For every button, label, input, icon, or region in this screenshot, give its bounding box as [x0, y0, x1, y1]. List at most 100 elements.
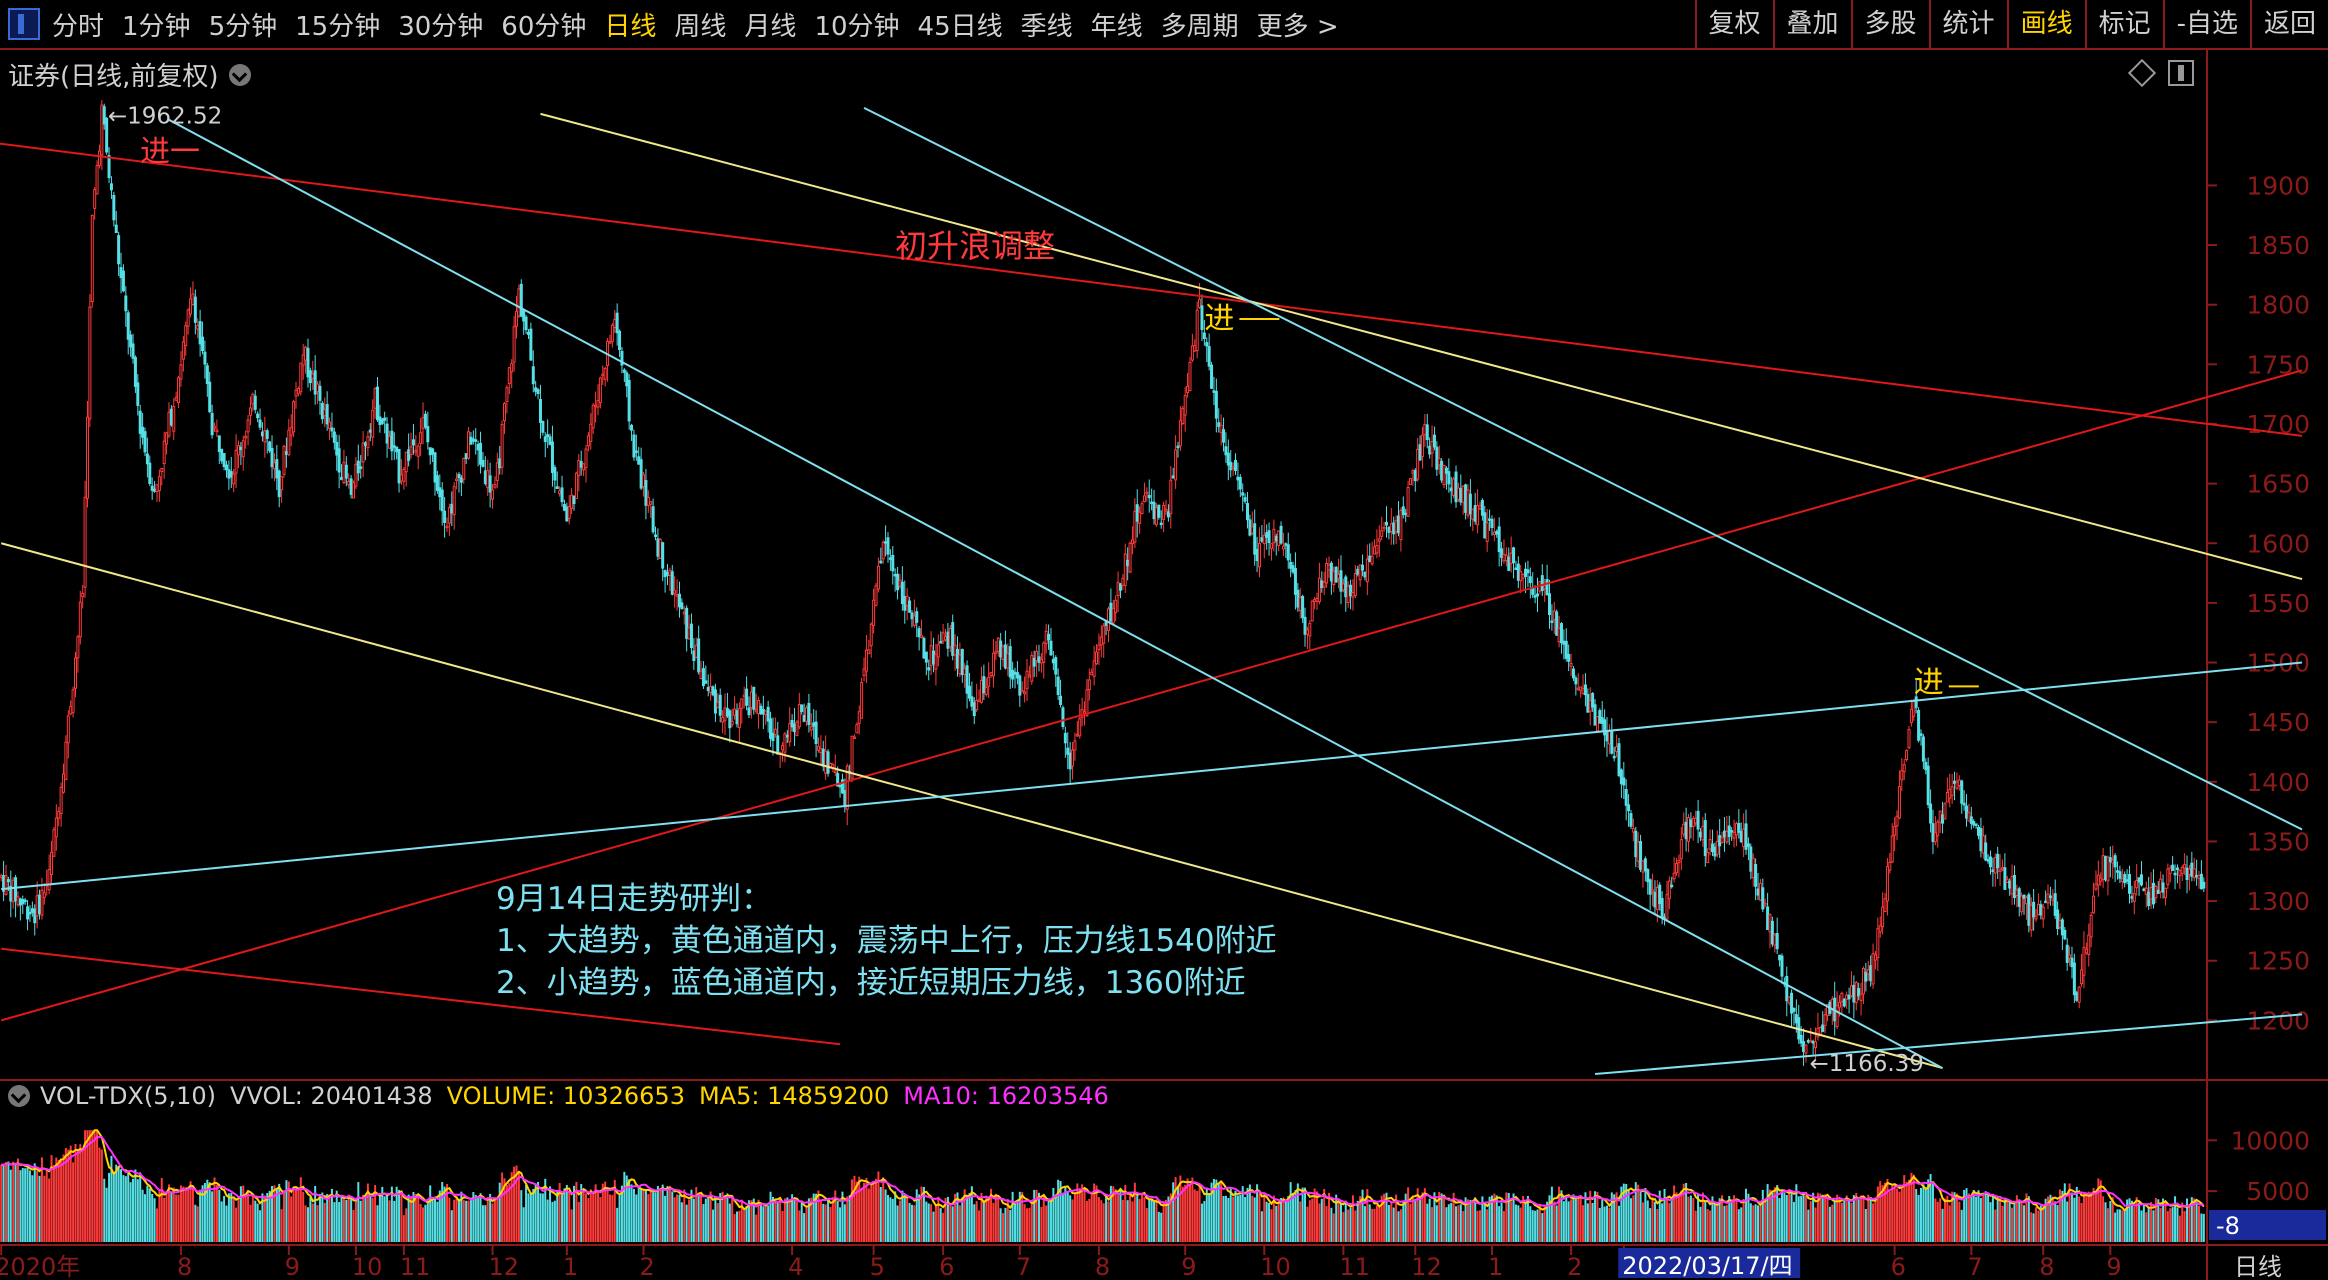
chart-title: 证券(日线,前复权) — [8, 62, 219, 92]
candle-body — [1006, 652, 1010, 669]
volume-bar — [1991, 1194, 1994, 1242]
volume-bar — [110, 1155, 113, 1242]
candle-body — [165, 432, 169, 445]
candle-body — [759, 705, 763, 715]
volume-bar — [932, 1211, 935, 1242]
volume-bar — [1723, 1205, 1726, 1242]
period-item[interactable]: 45日线 — [917, 11, 1003, 42]
volume-bar — [1759, 1205, 1762, 1242]
volume-bar — [244, 1194, 247, 1242]
volume-bar — [2164, 1202, 2167, 1242]
candle-body — [826, 751, 830, 774]
candle-body — [1454, 471, 1458, 503]
candle-body — [1308, 623, 1312, 637]
tool-button[interactable]: 标记 — [2084, 0, 2163, 48]
candle-body — [1768, 914, 1772, 933]
tool-button[interactable]: -自选 — [2162, 0, 2250, 48]
volume-bar — [1816, 1192, 1819, 1242]
volume-bar — [50, 1155, 53, 1242]
volume-bar — [2068, 1183, 2071, 1242]
candle-body — [682, 611, 686, 615]
candle-body — [632, 434, 636, 458]
period-item[interactable]: 15分钟 — [295, 11, 381, 42]
period-item[interactable]: 多周期 — [1160, 11, 1239, 42]
kline-chart[interactable]: 1200125013001350140014501500155016001650… — [0, 50, 2328, 1280]
volume-bar — [1850, 1202, 1853, 1242]
volume-bar — [419, 1203, 422, 1242]
candle-body — [824, 750, 828, 774]
volume-bar — [1996, 1197, 1999, 1242]
candle-body — [1962, 802, 1966, 806]
candle-body — [608, 341, 612, 344]
period-item[interactable]: 10分钟 — [814, 11, 900, 42]
volume-bar — [112, 1174, 115, 1242]
candle-body — [2048, 895, 2052, 898]
dropdown-icon[interactable] — [228, 63, 251, 86]
candle-body — [236, 445, 240, 456]
volume-bar — [2013, 1203, 2016, 1242]
candle-body — [452, 486, 456, 516]
tool-button[interactable]: 多股 — [1850, 0, 1929, 48]
candle-body — [920, 635, 924, 639]
candle-body — [1121, 577, 1125, 586]
app-logo-icon[interactable] — [8, 8, 40, 40]
candle-body — [387, 435, 391, 449]
candle-body — [1914, 696, 1918, 708]
volume-bar — [776, 1202, 779, 1242]
candle-body — [560, 487, 564, 503]
candle-body — [2183, 864, 2187, 869]
candle-body — [1528, 576, 1532, 584]
y-tick-label: 1900 — [2246, 171, 2310, 200]
period-item[interactable]: 月线 — [744, 11, 797, 42]
tool-button[interactable]: 画线 — [2006, 0, 2085, 48]
volume-bar — [1095, 1185, 1098, 1242]
period-item[interactable]: 60分钟 — [501, 11, 587, 42]
volume-dropdown-icon[interactable] — [8, 1085, 30, 1107]
period-item[interactable]: 更多 > — [1256, 11, 1339, 42]
y-tick-label: 1200 — [2246, 1006, 2310, 1035]
candle-body — [766, 706, 770, 722]
volume-bar — [1840, 1202, 1843, 1242]
candle-body — [1313, 599, 1317, 602]
period-item[interactable]: 日线 — [604, 11, 657, 42]
tool-button[interactable]: 复权 — [1694, 0, 1773, 48]
candle-body — [1780, 955, 1784, 977]
panel-toggle-icon[interactable] — [2168, 60, 2194, 86]
volume-bar — [865, 1177, 868, 1242]
candle-body — [1039, 659, 1043, 664]
volume-bar — [1476, 1210, 1479, 1242]
candle-body — [1682, 823, 1686, 835]
candle-body — [2185, 867, 2189, 880]
candle-body — [1763, 902, 1767, 906]
volume-bar — [1644, 1187, 1647, 1242]
volume-bar — [1982, 1193, 1985, 1242]
tool-button[interactable]: 叠加 — [1772, 0, 1851, 48]
candle-body — [340, 476, 344, 481]
candle-body — [1198, 298, 1202, 308]
volume-bar — [1431, 1207, 1434, 1242]
tool-button[interactable]: 统计 — [1928, 0, 2007, 48]
candle-body — [2034, 915, 2038, 920]
candle-body — [1404, 512, 1408, 516]
period-item[interactable]: 分时 — [52, 11, 105, 42]
candle-body — [908, 600, 912, 613]
candle-body — [215, 429, 219, 433]
candle-body — [1943, 803, 1947, 820]
volume-bar — [534, 1183, 537, 1242]
candle-body — [1703, 820, 1707, 857]
volume-bar — [153, 1198, 156, 1242]
period-item[interactable]: 季线 — [1020, 11, 1073, 42]
volume-bar — [752, 1198, 755, 1242]
candle-body — [479, 442, 483, 465]
candle-body — [1334, 566, 1338, 583]
period-item[interactable]: 周线 — [674, 11, 727, 42]
period-item[interactable]: 年线 — [1090, 11, 1143, 42]
candle-body — [306, 347, 310, 378]
period-item[interactable]: 5分钟 — [208, 11, 278, 42]
candle-body — [1977, 826, 1981, 836]
candle-body — [845, 765, 849, 810]
tool-button[interactable]: 返回 — [2249, 0, 2328, 48]
period-item[interactable]: 30分钟 — [398, 11, 484, 42]
period-item[interactable]: 1分钟 — [122, 11, 191, 42]
volume-bar — [1812, 1192, 1815, 1242]
